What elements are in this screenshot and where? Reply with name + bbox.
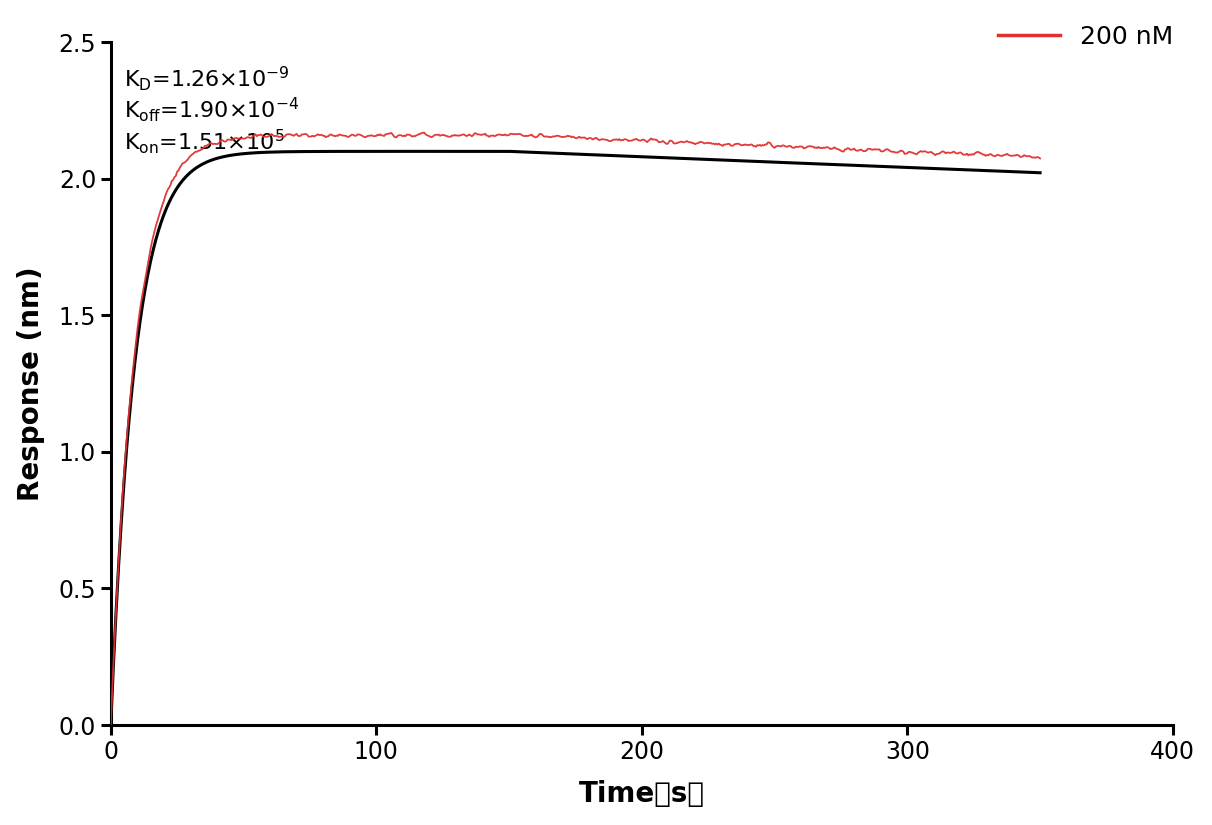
Legend: 200 nM: 200 nM <box>988 15 1183 59</box>
Y-axis label: Response (nm): Response (nm) <box>17 266 45 501</box>
X-axis label: Time（s）: Time（s） <box>579 780 705 808</box>
Text: K$_{\rm off}$=1.90×10$^{-4}$: K$_{\rm off}$=1.90×10$^{-4}$ <box>124 96 299 124</box>
Text: K$_{\rm on}$=1.51×10$^{5}$: K$_{\rm on}$=1.51×10$^{5}$ <box>124 127 285 156</box>
Text: K$_{\rm D}$=1.26×10$^{-9}$: K$_{\rm D}$=1.26×10$^{-9}$ <box>124 64 290 92</box>
